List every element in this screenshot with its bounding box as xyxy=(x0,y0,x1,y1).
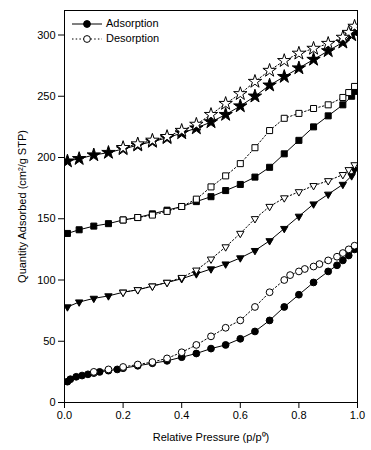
svg-text:100: 100 xyxy=(37,274,55,286)
svg-text:0: 0 xyxy=(49,396,55,408)
svg-text:0.8: 0.8 xyxy=(291,409,306,421)
svg-text:Quantity Adsorbed (cm²/g STP): Quantity Adsorbed (cm²/g STP) xyxy=(16,130,28,283)
svg-text:0.4: 0.4 xyxy=(174,409,189,421)
html-text:Desorption: Desorption xyxy=(106,32,160,44)
svg-text:Relative Pressure (p/p⁰): Relative Pressure (p/p⁰) xyxy=(153,431,270,443)
svg-text:200: 200 xyxy=(37,151,55,163)
svg-text:0.6: 0.6 xyxy=(233,409,248,421)
svg-text:150: 150 xyxy=(37,212,55,224)
svg-text:0.0: 0.0 xyxy=(57,409,72,421)
svg-text:50: 50 xyxy=(43,335,55,347)
svg-text:250: 250 xyxy=(37,90,55,102)
svg-text:0.2: 0.2 xyxy=(115,409,130,421)
svg-text:300: 300 xyxy=(37,29,55,41)
html-text:Adsorption: Adsorption xyxy=(106,17,159,29)
svg-text:1.0: 1.0 xyxy=(350,409,365,421)
